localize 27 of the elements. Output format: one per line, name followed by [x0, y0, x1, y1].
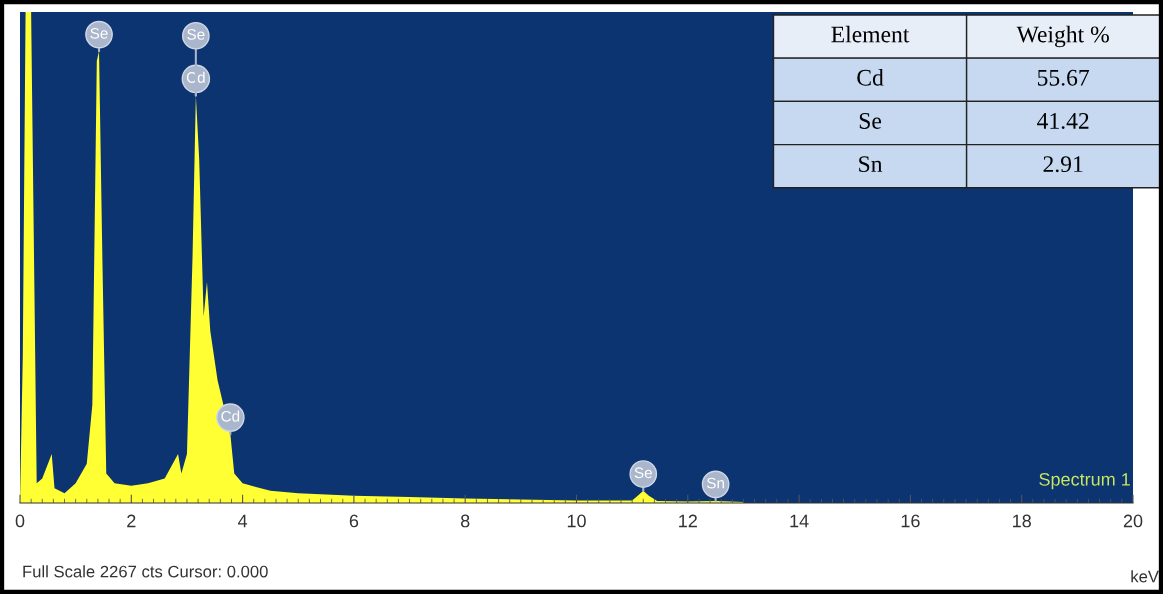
x-tick-label: 10: [567, 514, 586, 528]
annotation: Cd: [857, 69, 884, 86]
annotation: Sn: [706, 477, 724, 489]
x-axis-title: keV: [1131, 570, 1159, 583]
annotation: 2.91: [1043, 156, 1083, 173]
x-tick-label: 4: [237, 514, 248, 528]
annotation: Element: [831, 25, 910, 43]
annotation: Se: [187, 29, 205, 40]
x-tick-label: 14: [790, 514, 809, 528]
annotation: Sn: [859, 156, 883, 173]
x-tick-label: 8: [460, 514, 470, 528]
annotation: Se: [90, 27, 108, 39]
text: Full Scale 2267 cts Cursor: 0.000: [23, 565, 268, 578]
x-tick-label: 16: [901, 514, 920, 528]
annotation: Spectrum 1: [1039, 472, 1130, 490]
annotation: Se: [859, 113, 882, 129]
x-tick-label: 12: [679, 514, 697, 528]
x-tick-label: 18: [1013, 514, 1031, 528]
annotation: Cd: [221, 410, 240, 422]
x-tick-label: 2: [127, 514, 136, 528]
annotation: 41.42: [1037, 113, 1089, 129]
x-tick-label: 0: [15, 514, 25, 528]
x-tick-label: 20: [1123, 514, 1143, 528]
x-tick-label: 6: [349, 514, 359, 528]
annotation: Weight %: [1016, 25, 1109, 48]
annotation: 55.67: [1037, 69, 1090, 86]
annotation: Se: [634, 467, 652, 479]
